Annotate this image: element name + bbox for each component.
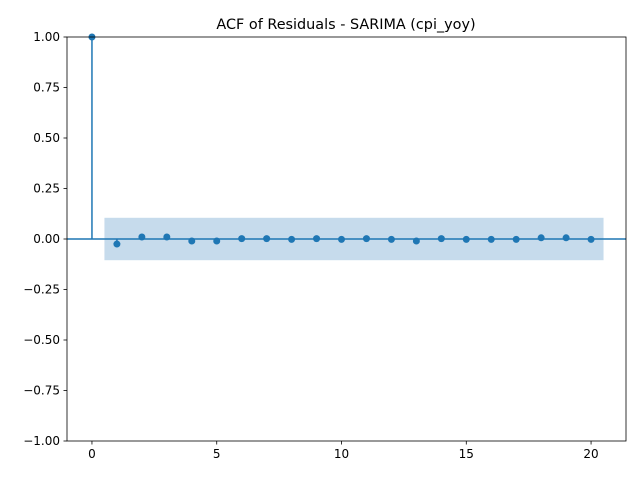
x-tick-label: 15 bbox=[459, 447, 474, 461]
acf-point-lag-18 bbox=[537, 234, 545, 242]
y-tick-label: 0.25 bbox=[33, 182, 60, 196]
x-tick-label: 10 bbox=[334, 447, 349, 461]
y-tick-label: −0.50 bbox=[23, 333, 60, 347]
y-tick-label: 0.00 bbox=[33, 232, 60, 246]
x-tick-label: 20 bbox=[583, 447, 598, 461]
chart-title: ACF of Residuals - SARIMA (cpi_yoy) bbox=[216, 17, 475, 33]
acf-point-lag-1 bbox=[113, 240, 121, 248]
y-tick-label: 1.00 bbox=[33, 30, 60, 44]
y-tick-label: −0.75 bbox=[23, 384, 60, 398]
y-tick-label: −1.00 bbox=[23, 434, 60, 448]
y-tick-label: −0.25 bbox=[23, 283, 60, 297]
y-tick-label: 0.75 bbox=[33, 81, 60, 95]
y-tick-label: 0.50 bbox=[33, 131, 60, 145]
x-tick-label: 0 bbox=[88, 447, 96, 461]
x-tick-label: 5 bbox=[213, 447, 221, 461]
acf-point-lag-19 bbox=[562, 234, 570, 242]
